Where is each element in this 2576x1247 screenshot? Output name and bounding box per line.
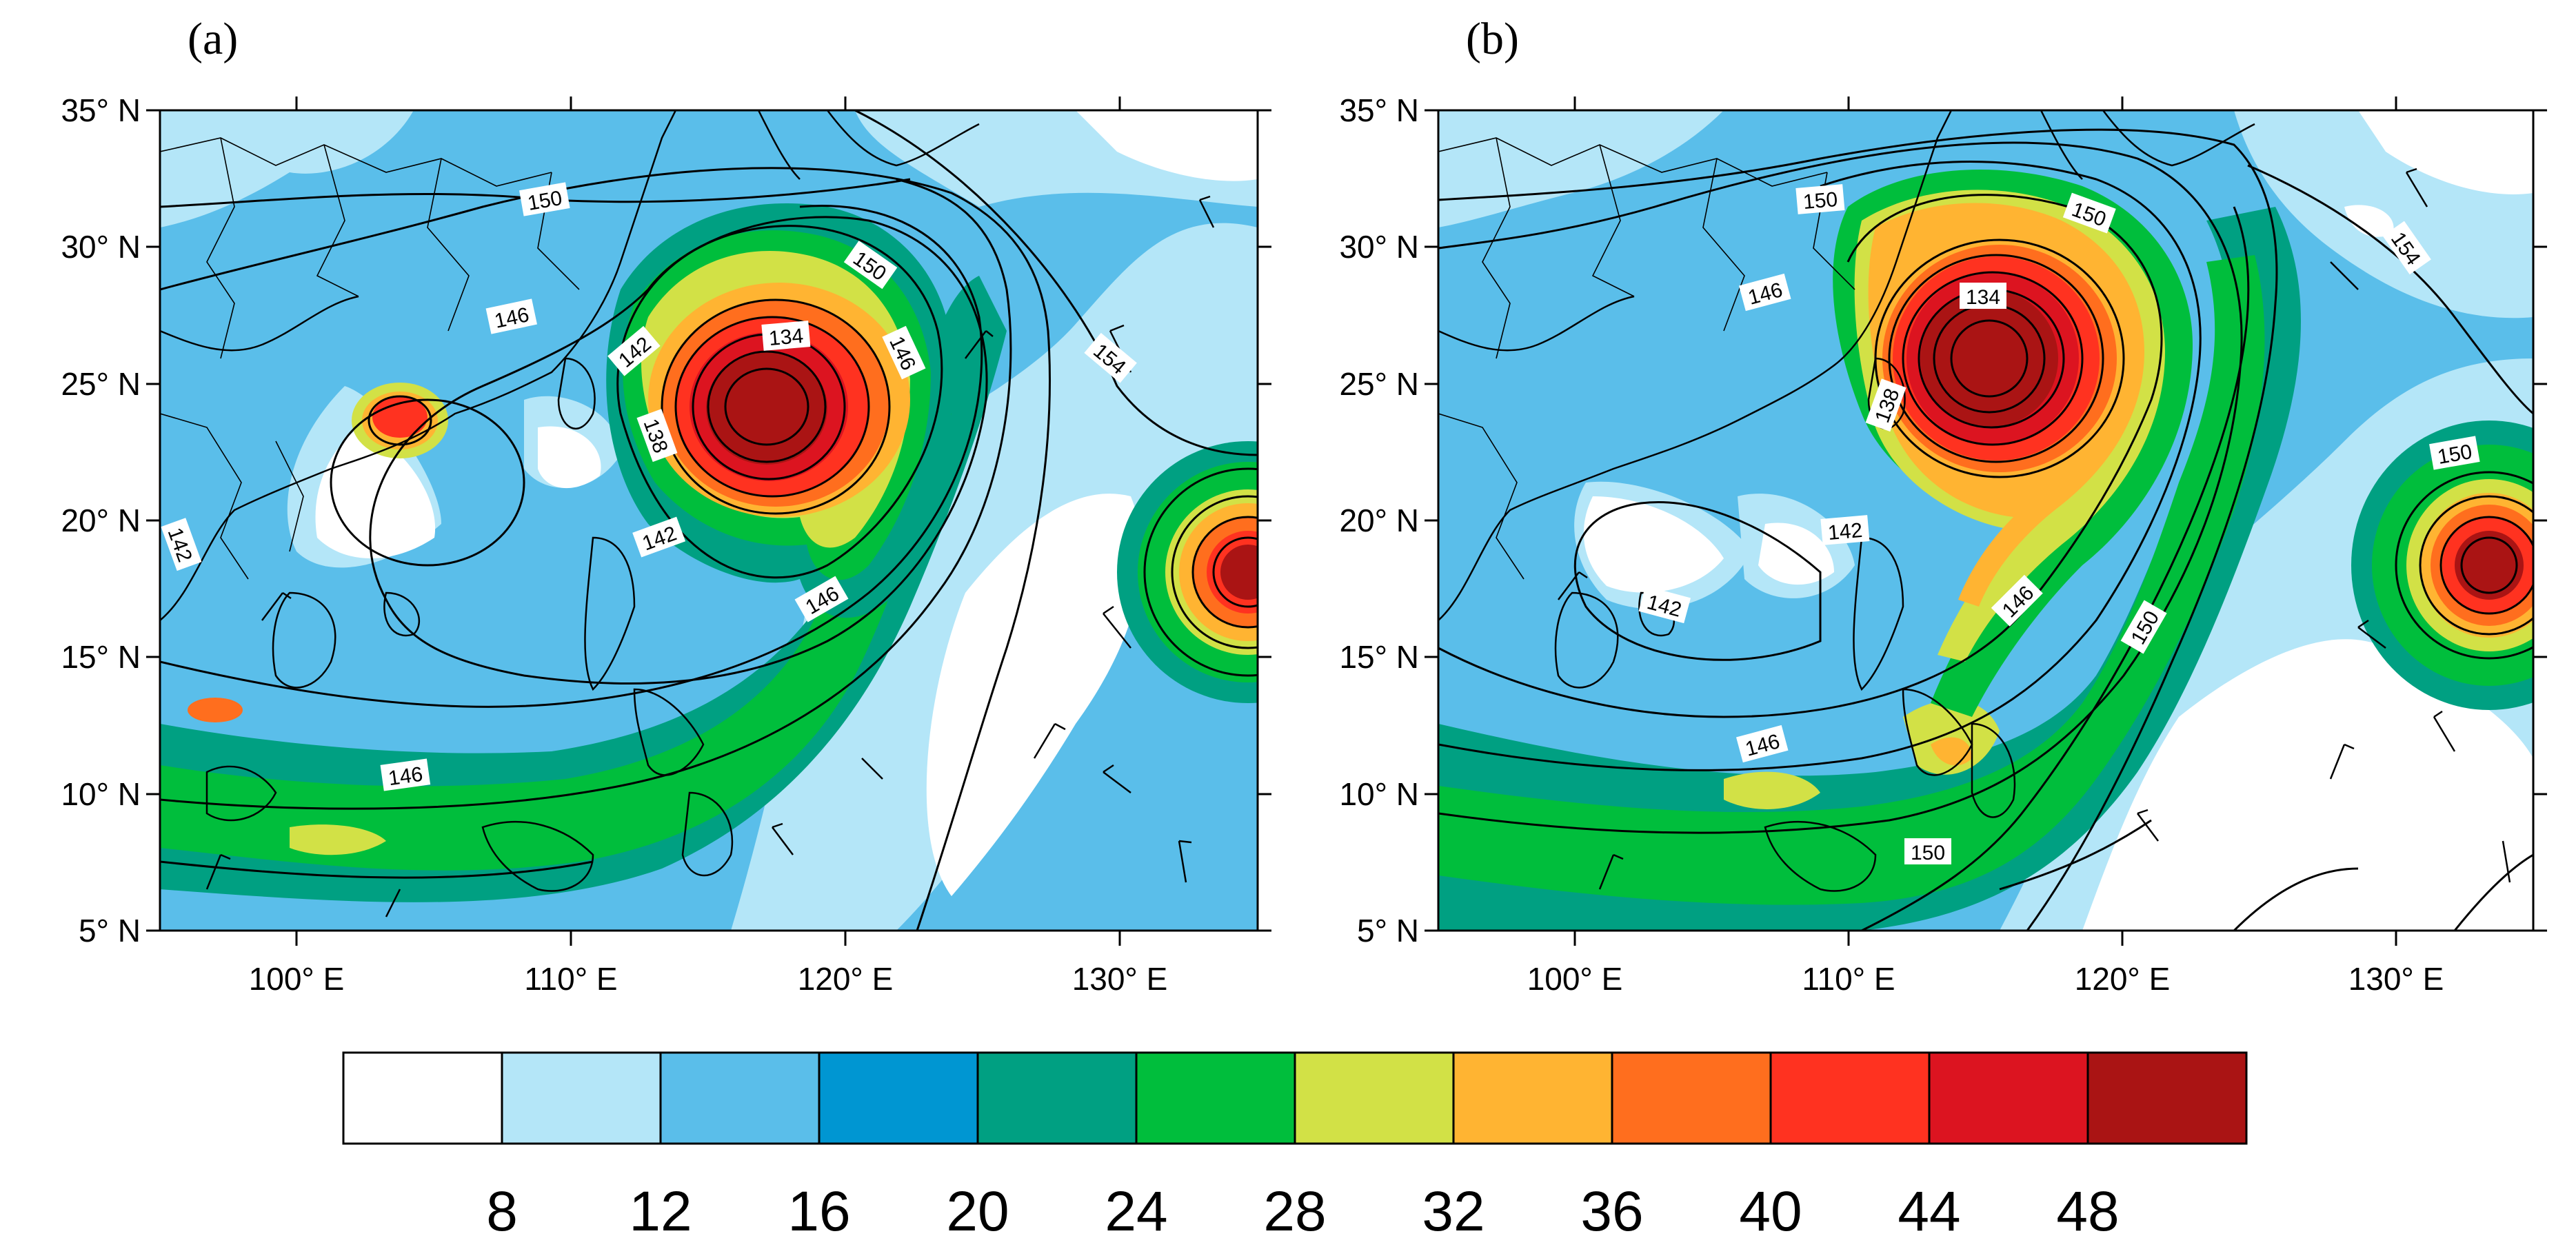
panel-b: (b) [1339,14,2547,997]
colorbar-tick-label: 28 [1263,1180,1326,1243]
lon-label: 100° E [1527,961,1623,997]
panel-a-lat-labels: 35° N 30° N 25° N 20° N 15° N 10° N 5° N [61,92,141,949]
lat-label: 10° N [1339,776,1419,812]
lat-label: 15° N [1339,639,1419,675]
colorbar-box [818,1051,979,1145]
lat-label: 20° N [61,503,141,538]
colorbar-box [2086,1051,2248,1145]
colorbar-tick-label: 8 [486,1180,518,1243]
borders-a [160,137,580,580]
colorbar-box [1928,1051,2089,1145]
panel-a-map: 150 146 142 134 146 138 142 142 146 150 … [160,110,1258,931]
panel-b-ticks [1425,97,2547,946]
contour-label: 134 [768,325,805,350]
contour-label: 134 [1966,286,2000,309]
panel-b-map: 150 150 154 146 134 138 142 142 146 150 … [1438,110,2533,931]
lat-label: 35° N [61,92,141,128]
lon-label: 130° E [2348,961,2444,997]
lat-label: 30° N [61,229,141,265]
lat-label: 25° N [61,366,141,402]
panel-b-lon-labels: 100° E 110° E 120° E 130° E [1527,961,2444,997]
colorbar-box [342,1051,503,1145]
lon-label: 120° E [798,961,894,997]
wind-barbs-a [205,195,1215,917]
colorbar-box [1611,1051,1772,1145]
lon-label: 110° E [1802,961,1895,997]
colorbar-tick-label: 24 [1105,1180,1167,1243]
colorbar-box [1452,1051,1613,1145]
wind-speed-fill-below-8 [315,110,1258,896]
lon-label: 100° E [249,961,345,997]
contour-label: 142 [1827,519,1864,545]
colorbar-boxes [342,1051,2248,1145]
colorbar: 8 12 16 20 24 28 32 36 40 44 48 [342,1051,2248,1243]
contour-label: 146 [387,763,424,791]
height-contours-a [160,110,1258,931]
colorbar-tick-label: 48 [2056,1180,2119,1243]
panel-a: (a) [61,14,1271,997]
lat-label: 15° N [61,639,141,675]
height-contours-b [1438,128,2533,931]
lon-label: 110° E [524,961,617,997]
colorbar-box [501,1051,662,1145]
colorbar-tick-label: 36 [1580,1180,1643,1243]
colorbar-box [1294,1051,1455,1145]
wind-barbs-b [1558,168,2511,890]
lat-label: 30° N [1339,229,1419,265]
typhoon-a-fill [606,203,953,618]
contour-labels-a: 150 146 142 134 146 138 142 142 146 150 … [161,182,1137,791]
colorbar-box [976,1051,1138,1145]
colorbar-labels: 8 12 16 20 24 28 32 36 40 44 48 [486,1180,2119,1243]
colorbar-tick-label: 44 [1898,1180,1960,1243]
panel-b-lat-labels: 35° N 30° N 25° N 20° N 15° N 10° N 5° N [1339,92,1419,949]
colorbar-tick-label: 12 [629,1180,692,1243]
colorbar-tick-label: 40 [1739,1180,1802,1243]
lat-label: 5° N [1357,913,1419,949]
lat-label: 35° N [1339,92,1419,128]
contour-label: 150 [1802,188,1839,214]
lat-label: 10° N [61,776,141,812]
colorbar-tick-label: 20 [946,1180,1009,1243]
colorbar-box [1135,1051,1296,1145]
colorbar-tick-label: 32 [1422,1180,1485,1243]
colorbar-box [659,1051,821,1145]
colorbar-tick-label: 16 [787,1180,850,1243]
lat-label: 5° N [79,913,141,949]
lon-label: 130° E [1072,961,1168,997]
contour-label: 150 [1911,842,1945,864]
panel-a-lon-labels: 100° E 110° E 120° E 130° E [249,961,1168,997]
wind-speed-fill-24-32 [160,276,1007,902]
typhoon-east-fill [2351,420,2533,710]
colorbar-box [1769,1051,1931,1145]
lon-label: 120° E [2075,961,2171,997]
panel-b-label: (b) [1466,14,1519,64]
coastlines-a [160,110,980,892]
panel-a-ticks [146,97,1271,946]
panel-a-label: (a) [188,14,238,64]
lat-label: 20° N [1339,503,1419,538]
lat-label: 25° N [1339,366,1419,402]
